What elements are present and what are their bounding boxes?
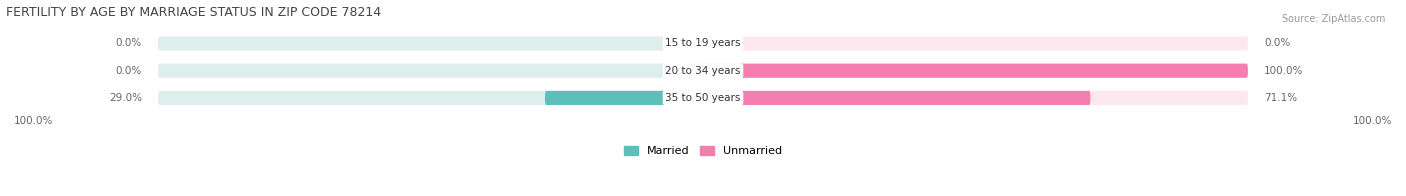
FancyBboxPatch shape: [703, 91, 1249, 105]
Text: 0.0%: 0.0%: [115, 66, 142, 76]
Text: 0.0%: 0.0%: [115, 38, 142, 48]
Text: Source: ZipAtlas.com: Source: ZipAtlas.com: [1281, 14, 1385, 24]
Text: 35 to 50 years: 35 to 50 years: [665, 93, 741, 103]
FancyBboxPatch shape: [689, 36, 703, 51]
Legend: Married, Unmarried: Married, Unmarried: [620, 141, 786, 161]
Text: 29.0%: 29.0%: [108, 93, 142, 103]
Text: 100.0%: 100.0%: [14, 116, 53, 126]
Text: 0.0%: 0.0%: [1264, 38, 1291, 48]
FancyBboxPatch shape: [157, 64, 703, 78]
Text: 100.0%: 100.0%: [1353, 116, 1392, 126]
FancyBboxPatch shape: [157, 91, 703, 105]
FancyBboxPatch shape: [689, 64, 703, 78]
FancyBboxPatch shape: [546, 91, 703, 105]
Text: FERTILITY BY AGE BY MARRIAGE STATUS IN ZIP CODE 78214: FERTILITY BY AGE BY MARRIAGE STATUS IN Z…: [6, 5, 381, 19]
Text: 71.1%: 71.1%: [1264, 93, 1298, 103]
Text: 20 to 34 years: 20 to 34 years: [665, 66, 741, 76]
FancyBboxPatch shape: [703, 36, 1249, 51]
FancyBboxPatch shape: [703, 36, 717, 51]
FancyBboxPatch shape: [703, 64, 1249, 78]
FancyBboxPatch shape: [703, 64, 1249, 78]
FancyBboxPatch shape: [157, 36, 703, 51]
Text: 15 to 19 years: 15 to 19 years: [665, 38, 741, 48]
FancyBboxPatch shape: [703, 91, 1091, 105]
Text: 100.0%: 100.0%: [1264, 66, 1303, 76]
